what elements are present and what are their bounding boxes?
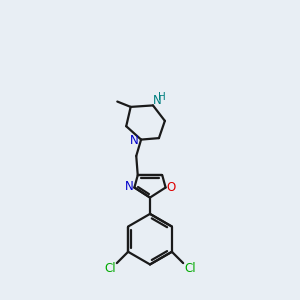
- Text: N: N: [125, 179, 134, 193]
- Text: H: H: [158, 92, 166, 101]
- Text: Cl: Cl: [104, 262, 116, 275]
- Text: N: N: [152, 94, 161, 107]
- Text: Cl: Cl: [184, 262, 196, 275]
- Text: N: N: [130, 134, 139, 147]
- Text: O: O: [166, 181, 176, 194]
